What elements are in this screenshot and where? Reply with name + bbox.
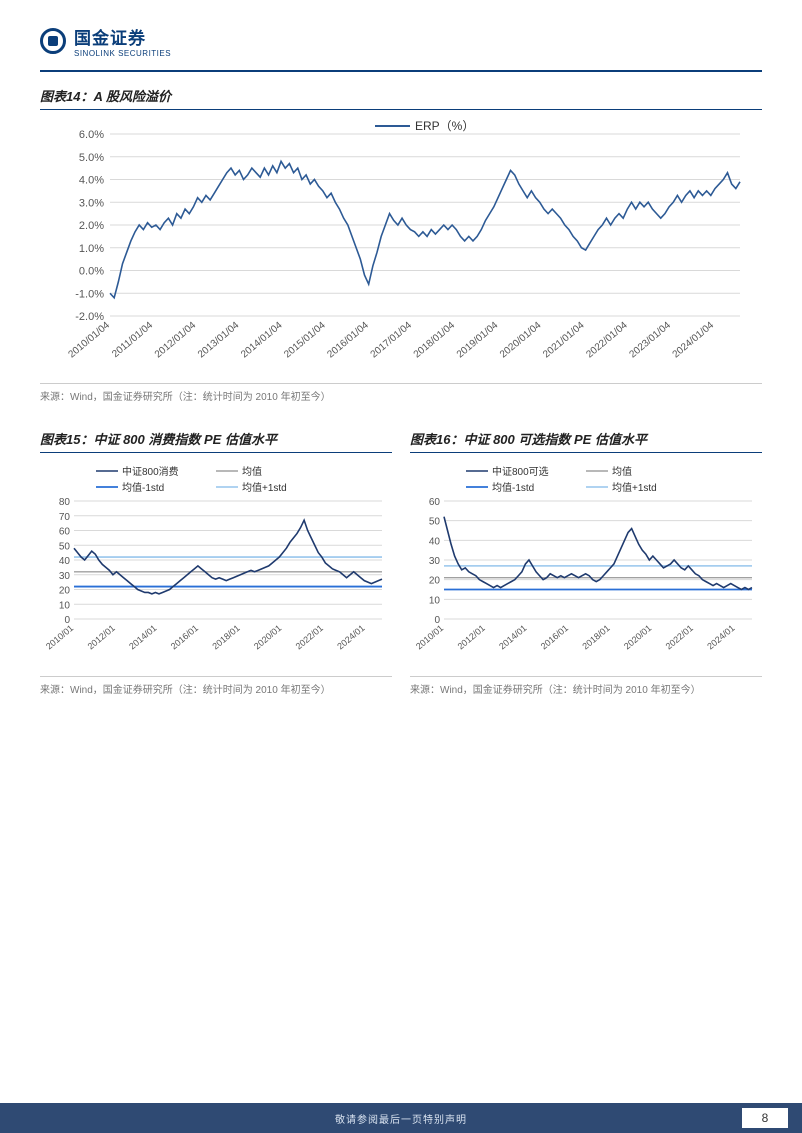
svg-text:均值-1std: 均值-1std bbox=[492, 481, 534, 494]
svg-text:2018/01: 2018/01 bbox=[210, 622, 241, 651]
svg-text:2010/01/04: 2010/01/04 bbox=[67, 319, 113, 360]
svg-text:2018/01/04: 2018/01/04 bbox=[412, 319, 458, 360]
figure-16: 图表16：中证 800 可选指数 PE 估值水平 010203040506020… bbox=[410, 429, 762, 696]
svg-text:2017/01/04: 2017/01/04 bbox=[369, 319, 415, 360]
svg-text:2.0%: 2.0% bbox=[79, 220, 104, 232]
svg-text:2024/01: 2024/01 bbox=[705, 622, 736, 651]
svg-text:80: 80 bbox=[59, 497, 71, 508]
svg-text:中证800可选: 中证800可选 bbox=[492, 465, 549, 478]
svg-text:6.0%: 6.0% bbox=[79, 129, 104, 141]
svg-text:2021/01/04: 2021/01/04 bbox=[541, 319, 587, 360]
footer-text: 敬请参阅最后一页特别声明 bbox=[335, 1111, 467, 1126]
svg-text:40: 40 bbox=[59, 556, 71, 567]
svg-text:2012/01: 2012/01 bbox=[456, 622, 487, 651]
svg-text:0.0%: 0.0% bbox=[79, 265, 104, 277]
svg-text:中证800消费: 中证800消费 bbox=[122, 465, 179, 478]
svg-text:60: 60 bbox=[429, 497, 441, 508]
svg-text:30: 30 bbox=[429, 556, 441, 567]
logo-text: 国金证券 SINOLINK SECURITIES bbox=[74, 24, 171, 58]
svg-text:2014/01/04: 2014/01/04 bbox=[239, 319, 285, 360]
fig14-source: 来源：Wind，国金证券研究所（注：统计时间为 2010 年初至今） bbox=[40, 383, 762, 403]
svg-text:70: 70 bbox=[59, 511, 71, 522]
svg-text:2013/01/04: 2013/01/04 bbox=[196, 319, 242, 360]
fig16-source: 来源：Wind，国金证券研究所（注：统计时间为 2010 年初至今） bbox=[410, 676, 762, 696]
svg-text:1.0%: 1.0% bbox=[79, 242, 104, 254]
svg-text:2012/01: 2012/01 bbox=[86, 622, 117, 651]
svg-text:2022/01: 2022/01 bbox=[294, 622, 325, 651]
fig15-chart: 010203040506070802010/012012/012014/0120… bbox=[40, 459, 390, 669]
svg-text:10: 10 bbox=[429, 595, 441, 606]
svg-text:均值: 均值 bbox=[612, 465, 632, 478]
fig14-title: 图表14：A 股风险溢价 bbox=[40, 86, 762, 110]
page-number: 8 bbox=[742, 1108, 788, 1128]
svg-text:-2.0%: -2.0% bbox=[75, 311, 104, 323]
svg-text:2018/01: 2018/01 bbox=[580, 622, 611, 651]
svg-text:2022/01/04: 2022/01/04 bbox=[584, 319, 630, 360]
svg-text:2020/01: 2020/01 bbox=[252, 622, 283, 651]
svg-text:50: 50 bbox=[429, 516, 441, 527]
brand-en: SINOLINK SECURITIES bbox=[74, 49, 171, 58]
svg-text:2015/01/04: 2015/01/04 bbox=[282, 319, 328, 360]
svg-text:2014/01: 2014/01 bbox=[127, 622, 158, 651]
svg-text:2016/01/04: 2016/01/04 bbox=[325, 319, 371, 360]
header-bar: 国金证券 SINOLINK SECURITIES bbox=[0, 0, 802, 66]
svg-text:2020/01/04: 2020/01/04 bbox=[498, 319, 544, 360]
svg-text:3.0%: 3.0% bbox=[79, 197, 104, 209]
fig15-source: 来源：Wind，国金证券研究所（注：统计时间为 2010 年初至今） bbox=[40, 676, 392, 696]
svg-text:2023/01/04: 2023/01/04 bbox=[627, 319, 673, 360]
svg-text:2024/01: 2024/01 bbox=[335, 622, 366, 651]
svg-text:60: 60 bbox=[59, 526, 71, 537]
svg-text:30: 30 bbox=[59, 570, 71, 581]
svg-text:2019/01/04: 2019/01/04 bbox=[455, 319, 501, 360]
svg-text:20: 20 bbox=[429, 575, 441, 586]
svg-text:2011/01/04: 2011/01/04 bbox=[110, 319, 155, 359]
svg-text:2022/01: 2022/01 bbox=[664, 622, 695, 651]
svg-text:2024/01/04: 2024/01/04 bbox=[671, 319, 717, 360]
figure-14: 图表14：A 股风险溢价 -2.0% -1.0% 0.0% 1.0% 2.0% 3.0% 4… bbox=[40, 86, 762, 403]
svg-text:2010/01: 2010/01 bbox=[44, 622, 75, 651]
svg-text:2014/01: 2014/01 bbox=[497, 622, 528, 651]
svg-text:4.0%: 4.0% bbox=[79, 174, 104, 186]
svg-text:2016/01: 2016/01 bbox=[539, 622, 570, 651]
fig15-title: 图表15：中证 800 消费指数 PE 估值水平 bbox=[40, 429, 392, 453]
figure-15: 图表15：中证 800 消费指数 PE 估值水平 010203040506070… bbox=[40, 429, 392, 696]
svg-text:40: 40 bbox=[429, 536, 441, 547]
svg-text:ERP（%）: ERP（%） bbox=[415, 119, 474, 133]
logo-icon bbox=[40, 28, 66, 54]
svg-text:5.0%: 5.0% bbox=[79, 151, 104, 163]
page-footer: 敬请参阅最后一页特别声明 8 bbox=[0, 1103, 802, 1133]
svg-text:均值+1std: 均值+1std bbox=[612, 481, 657, 494]
svg-text:20: 20 bbox=[59, 585, 71, 596]
svg-text:均值: 均值 bbox=[242, 465, 262, 478]
svg-text:均值-1std: 均值-1std bbox=[122, 481, 164, 494]
fig16-chart: 01020304050602010/012012/012014/012016/0… bbox=[410, 459, 760, 669]
brand-cn: 国金证券 bbox=[74, 24, 171, 49]
fig16-title: 图表16：中证 800 可选指数 PE 估值水平 bbox=[410, 429, 762, 453]
svg-text:2012/01/04: 2012/01/04 bbox=[153, 319, 199, 360]
svg-text:2020/01: 2020/01 bbox=[622, 622, 653, 651]
svg-text:均值+1std: 均值+1std bbox=[242, 481, 287, 494]
fig14-chart: -2.0% -1.0% 0.0% 1.0% 2.0% 3.0% 4.0% 5.0% 6.0% 20… bbox=[40, 116, 762, 376]
svg-text:2010/01: 2010/01 bbox=[414, 622, 445, 651]
svg-text:50: 50 bbox=[59, 541, 71, 552]
svg-text:2016/01: 2016/01 bbox=[169, 622, 200, 651]
svg-text:-1.0%: -1.0% bbox=[75, 288, 104, 300]
svg-text:10: 10 bbox=[59, 600, 71, 611]
